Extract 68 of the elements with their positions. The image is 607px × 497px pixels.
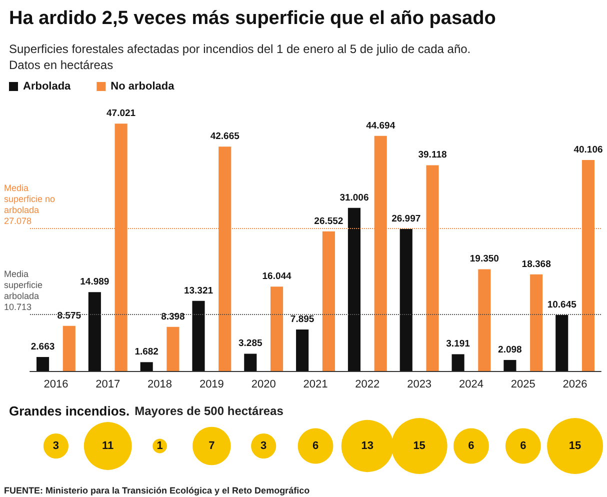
data-label: 15 [413,440,426,452]
data-label: 18.368 [522,258,551,270]
x-tick-label: 2018 [148,378,172,390]
data-label: 16.044 [262,271,292,282]
x-tick-label: 2016 [44,378,68,390]
data-label: 14.989 [80,276,110,288]
bar [348,208,360,371]
data-label: 11 [102,440,114,452]
bar [322,231,335,371]
data-label: 39.118 [418,150,447,161]
text: Mayores de 500 hectáreas [134,404,284,418]
x-tick-label: 2021 [303,378,328,390]
bar [166,326,180,371]
text: Grandes incendios. [9,404,130,418]
data-label: 10.645 [547,300,578,311]
legend-label: Arbolada [23,80,72,92]
data-label: 13 [361,440,374,452]
data-label: 6 [520,440,526,452]
x-tick-label: 2022 [355,378,380,390]
data-label: 44.694 [366,120,396,132]
legend-label: No arbolada [110,80,176,92]
data-label: 42.665 [210,131,240,142]
bar [62,326,76,371]
x-tick-label: 2017 [96,378,120,390]
x-tick-label: 2020 [251,378,276,390]
data-label: 6 [312,440,319,452]
source-note: FUENTE: Ministerio para la Transición Ecológica y el Reto Demográfico [4,486,310,496]
bar [556,315,568,371]
ref-line-label: Media superficie arbolada 10.713 [4,269,46,312]
data-label: 40.106 [574,144,603,156]
data-label: 13.321 [184,285,214,296]
data-label: 7 [208,440,215,452]
data-label: 26.552 [314,216,344,227]
bar [400,228,412,371]
x-tick-label: 2024 [458,378,484,390]
bar [88,292,101,371]
data-label: 1.682 [134,346,158,358]
bar [504,360,516,371]
data-label: 3.191 [446,338,471,350]
data-label: 19.350 [470,254,499,265]
x-tick-label: 2019 [199,378,224,390]
data-label: 2.098 [498,344,522,356]
chart-subtitle: Superficies forestales afectadas por incendios del 1 de enero al 5 de julio de cada año. Datos en hectáreas [9,42,471,72]
data-label: 3.285 [238,338,264,350]
x-tick-label: 2025 [510,378,536,390]
x-tick-label: 2023 [407,378,432,390]
bar [270,286,284,371]
bar [478,269,491,371]
bar [244,354,257,371]
data-label: 7.895 [290,314,315,325]
x-tick-label: 2026 [562,378,588,390]
data-label: 6 [468,440,474,452]
bar [140,362,153,371]
data-label: 2.663 [30,341,55,352]
data-label: 3 [52,440,60,452]
ref-line-label: Media superficie no arbolada 27.078 [4,183,58,226]
bar [530,274,543,371]
data-label: 3 [260,440,267,452]
data-label: 47.021 [106,108,136,120]
data-label: 15 [568,440,582,452]
bar [36,356,50,371]
bar [452,354,464,371]
bar [192,300,205,371]
data-label: 1 [156,440,163,452]
bar [296,329,309,371]
data-label: 31.006 [340,192,369,204]
data-label: 26.997 [392,213,421,224]
chart-title: Ha ardido 2,5 veces más superficie que el año pasado [9,8,496,29]
